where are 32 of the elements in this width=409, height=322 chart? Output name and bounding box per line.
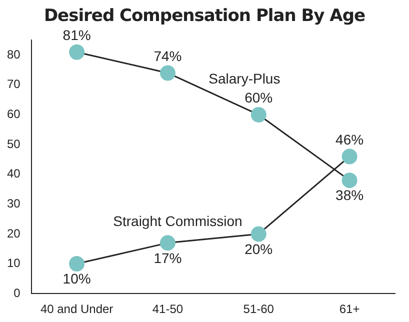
point [342,148,358,164]
data-label: 20% [244,240,273,257]
x-tick-label: 51-60 [243,302,274,316]
x-tick-label: 61+ [339,302,360,316]
y-tick-label: 0 [14,286,21,300]
y-tick-label: 80 [6,47,21,62]
data-label: 38% [336,187,364,204]
data-label: 10% [62,270,91,287]
x-tick-label: 41-50 [152,302,184,316]
point [250,106,266,122]
data-label: 74% [154,48,182,64]
point [69,256,85,272]
series-label: Straight Commission [113,212,242,229]
y-tick-label: 60 [6,107,21,122]
y-tick-label: 30 [6,196,21,210]
point [342,172,358,188]
x-tick-label: 40 and Under [40,302,114,316]
y-tick-label: 50 [6,136,21,151]
point [160,65,176,81]
point [69,44,85,60]
y-tick-label: 20 [6,226,21,240]
series-label: Salary-Plus [208,70,280,87]
y-tick-label: 10 [6,256,21,270]
y-tick-label: 70 [6,77,21,92]
point [250,226,266,242]
data-label: 46% [336,131,364,148]
chart-title: Desired Compensation Plan By Age [44,6,366,26]
point [160,235,176,251]
data-label: 60% [244,90,273,106]
data-label: 17% [154,250,182,266]
data-label: 81% [62,26,91,43]
y-tick-label: 40 [6,166,21,181]
